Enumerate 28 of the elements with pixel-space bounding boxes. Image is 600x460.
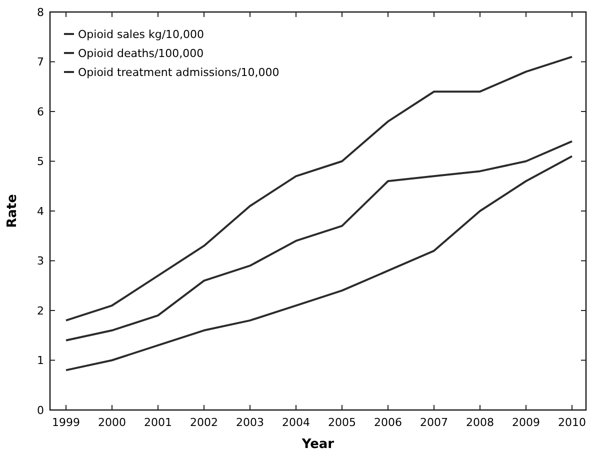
- line-series: [65, 155, 573, 372]
- y-tick-label: 5: [37, 155, 44, 168]
- x-tick-label: 2005: [328, 416, 356, 429]
- y-tick-label: 0: [37, 404, 44, 417]
- y-tick-label: 2: [37, 304, 44, 318]
- x-tick-label: 2008: [466, 416, 494, 429]
- y-tick-label: 3: [37, 254, 44, 268]
- y-tick-label: 6: [37, 105, 44, 118]
- x-tick-label: 2000: [98, 416, 126, 429]
- x-tick-label: 2007: [420, 416, 448, 429]
- x-tick-label: 2002: [190, 416, 218, 429]
- x-tick-label: 2006: [374, 416, 402, 429]
- y-tick-label: 4: [37, 204, 44, 218]
- line-series: [65, 140, 573, 342]
- y-axis-title: Rate: [5, 194, 20, 228]
- y-tick-label: 8: [37, 6, 44, 19]
- x-tick-label: 2004: [282, 416, 310, 429]
- x-axis-title: Year: [300, 437, 335, 452]
- legend-label: Opioid sales kg/10,000: [78, 28, 204, 41]
- y-tick-label: 7: [37, 56, 44, 69]
- x-tick-label: 1999: [52, 416, 80, 429]
- x-tick-label: 2003: [236, 416, 264, 429]
- y-tick-label: 1: [37, 354, 44, 368]
- legend-label: Opioid treatment admissions/10,000: [78, 66, 280, 79]
- legend-label: Opioid deaths/100,000: [78, 46, 204, 60]
- x-tick-label: 2009: [512, 416, 540, 429]
- x-tick-label: 2001: [144, 416, 172, 429]
- x-tick-label: 2010: [558, 416, 586, 429]
